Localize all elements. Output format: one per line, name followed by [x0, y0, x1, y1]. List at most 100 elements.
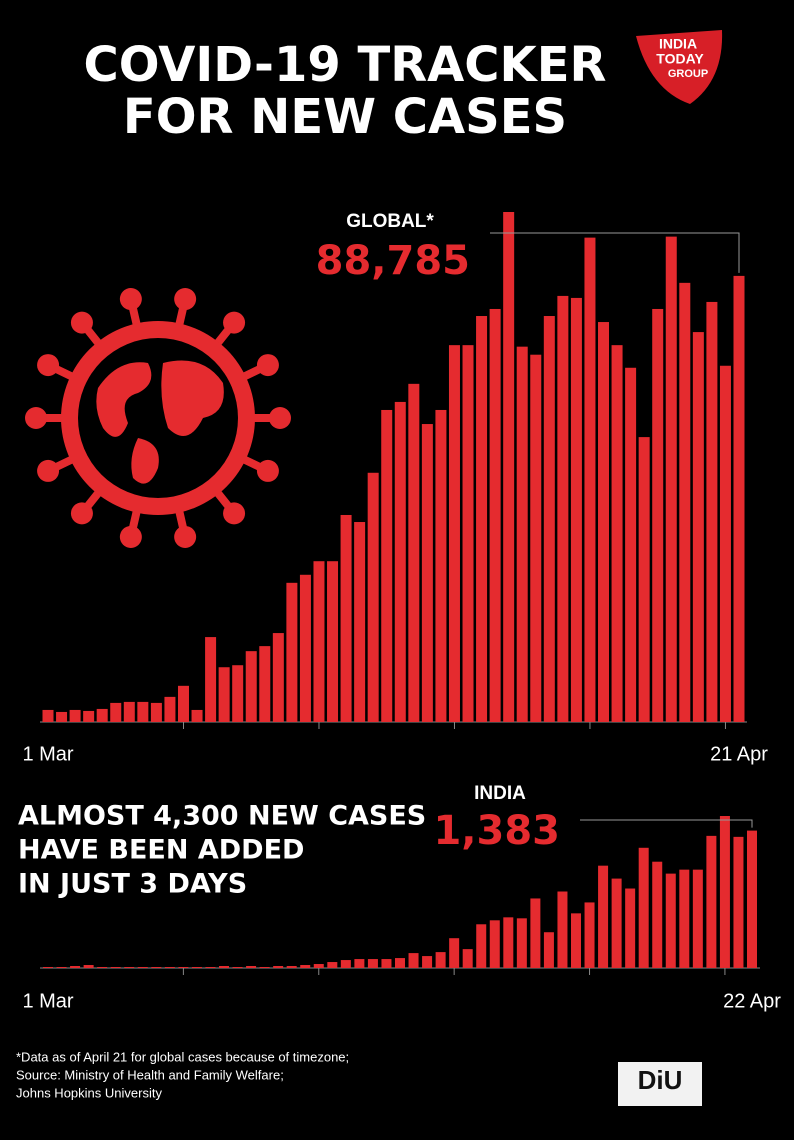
bar	[259, 967, 270, 968]
bar	[381, 959, 392, 968]
bar	[164, 696, 176, 722]
bar	[421, 424, 433, 722]
logo-text: GROUP	[668, 68, 708, 80]
bar	[178, 967, 189, 968]
bar	[679, 869, 690, 968]
spike-head	[119, 288, 142, 311]
value-label: 1,383	[433, 808, 560, 854]
bar	[286, 582, 298, 722]
spike-head	[223, 502, 246, 525]
spike-head	[256, 459, 279, 482]
bar	[354, 959, 365, 968]
spike-head	[70, 502, 93, 525]
bar	[611, 878, 622, 968]
headline: ALMOST 4,300 NEW CASES	[18, 801, 426, 832]
continent	[131, 438, 159, 484]
bar	[408, 953, 419, 968]
bar	[327, 962, 338, 968]
spike-head	[37, 459, 60, 482]
diu-logo-box	[618, 1062, 702, 1106]
bar	[110, 702, 122, 722]
bar	[205, 637, 217, 722]
bar	[137, 967, 148, 968]
bar	[137, 701, 149, 722]
bar	[124, 967, 135, 968]
footnote: Johns Hopkins University	[16, 1085, 162, 1100]
bar	[110, 967, 121, 968]
bar	[422, 956, 433, 968]
bar	[462, 949, 473, 968]
bar	[611, 345, 623, 722]
bar	[557, 295, 569, 722]
bar	[692, 332, 704, 722]
bar	[381, 409, 393, 722]
diu-logo: DiU	[638, 1065, 683, 1095]
bar	[571, 913, 581, 968]
bar	[747, 830, 757, 968]
bar	[70, 966, 81, 968]
virus-illustration	[25, 288, 291, 548]
bar	[191, 967, 202, 968]
spike-head	[37, 354, 60, 377]
spike-head	[256, 354, 279, 377]
bar	[272, 633, 284, 722]
bar	[652, 861, 663, 968]
title: COVID-19 TRACKER	[84, 37, 607, 93]
bar	[679, 282, 691, 722]
bar	[259, 646, 271, 722]
bar	[232, 665, 244, 722]
bar	[476, 316, 488, 722]
bar	[435, 952, 446, 968]
continent	[161, 360, 224, 436]
bar	[205, 967, 216, 968]
bar	[219, 966, 229, 968]
spike-head	[25, 407, 47, 429]
bar	[246, 966, 257, 968]
bar	[638, 847, 649, 968]
bar	[327, 561, 339, 722]
bar	[706, 301, 718, 722]
bar	[570, 297, 582, 722]
bar	[462, 345, 474, 722]
bar	[394, 401, 406, 722]
value-label: 88,785	[316, 238, 470, 284]
bar	[733, 275, 745, 722]
bar	[503, 212, 515, 722]
bar	[96, 708, 108, 722]
headline: HAVE BEEN ADDED	[18, 835, 304, 866]
bar	[340, 960, 351, 968]
bar	[83, 710, 95, 722]
bar	[733, 836, 744, 968]
bar	[503, 917, 514, 968]
bar	[56, 967, 67, 968]
bar	[273, 966, 284, 968]
bar	[530, 898, 541, 968]
bar	[692, 869, 703, 968]
bar	[69, 709, 81, 722]
spike-head	[174, 525, 197, 548]
bar	[449, 938, 460, 968]
bar	[191, 709, 203, 722]
bar	[598, 322, 610, 722]
bar	[56, 711, 68, 722]
bar	[706, 835, 717, 968]
bar	[42, 709, 54, 722]
annotation-line	[580, 819, 753, 828]
bar	[543, 932, 554, 968]
bar	[177, 685, 189, 722]
spike-head	[223, 311, 246, 334]
bar	[97, 967, 108, 968]
title: FOR NEW CASES	[123, 89, 567, 145]
bar	[313, 964, 324, 968]
bar	[300, 965, 311, 968]
footnote: Source: Ministry of Health and Family We…	[16, 1067, 284, 1082]
bar	[598, 865, 609, 968]
bar	[584, 237, 596, 722]
bar	[665, 236, 677, 722]
bar	[719, 816, 730, 968]
bar	[665, 873, 676, 968]
bar	[516, 918, 527, 968]
spike-head	[119, 525, 142, 548]
